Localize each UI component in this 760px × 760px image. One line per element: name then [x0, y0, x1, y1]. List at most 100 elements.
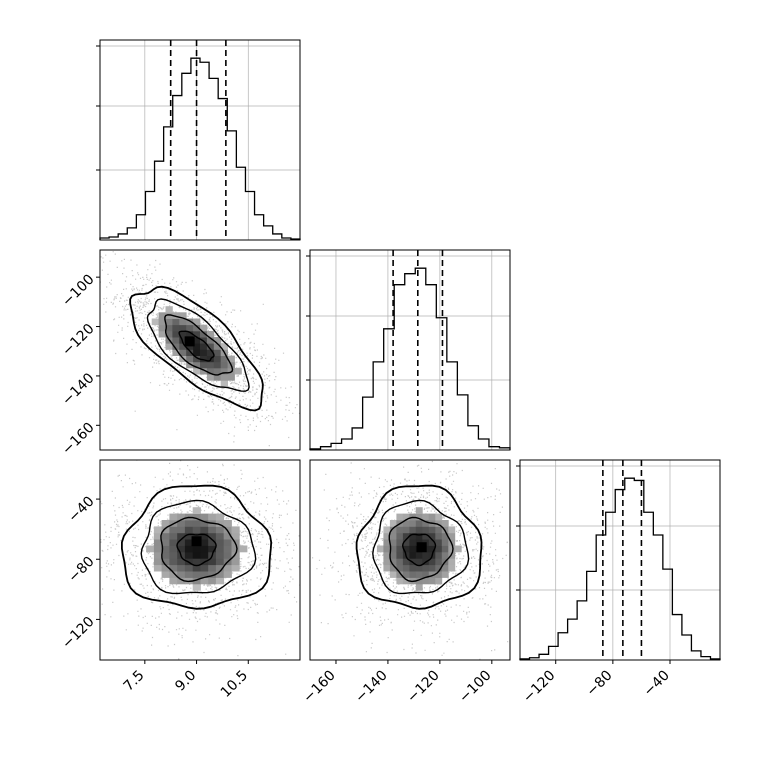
- density-bin: [422, 526, 430, 534]
- density-bin: [153, 532, 163, 540]
- density-bin: [223, 564, 232, 572]
- density-bin: [415, 583, 423, 591]
- contour-line: [372, 499, 470, 595]
- density-bin: [441, 520, 449, 527]
- density-bin: [208, 513, 217, 521]
- density-bin: [200, 330, 208, 338]
- histogram-panel-0: [96, 39, 301, 241]
- density-bin: [184, 539, 194, 546]
- density-bin: [415, 520, 423, 527]
- density-bin: [215, 545, 225, 553]
- density-bin: [215, 577, 225, 585]
- histogram-step: [309, 267, 511, 450]
- density-bin: [177, 526, 186, 534]
- density-bin: [193, 361, 201, 369]
- density-bin: [223, 571, 232, 578]
- density-bin: [441, 545, 449, 553]
- density-bin: [215, 571, 225, 578]
- density-bin: [389, 526, 397, 534]
- density-bin: [208, 571, 217, 578]
- density-bin: [200, 564, 209, 572]
- density-bin: [179, 330, 187, 338]
- density-bin: [172, 343, 180, 350]
- density-bin: [435, 571, 443, 578]
- x-tick-label: −40: [641, 668, 673, 700]
- density-bin: [213, 367, 222, 375]
- density-bin: [200, 361, 208, 369]
- density-bin: [415, 564, 423, 572]
- density-bin: [428, 532, 436, 540]
- density-bin: [220, 367, 228, 375]
- density-bin: [415, 577, 423, 585]
- density-bin: [448, 526, 456, 534]
- density-bin: [172, 337, 180, 344]
- density-bin: [454, 545, 462, 553]
- density-bin: [172, 324, 180, 332]
- density-bin: [215, 526, 225, 534]
- density-bin: [441, 532, 449, 540]
- panel-content: [310, 460, 510, 660]
- density-bin: [402, 545, 410, 553]
- density-bin: [409, 520, 417, 527]
- density-bin: [389, 532, 397, 540]
- density-bin: [223, 539, 232, 546]
- panel-content: [100, 251, 300, 447]
- density-bin: [165, 318, 173, 326]
- contour-line: [129, 285, 264, 412]
- y-tick-label: −80: [65, 554, 97, 586]
- density-bin: [448, 532, 456, 540]
- density-bin: [200, 367, 208, 375]
- density-bin: [184, 520, 194, 527]
- density-bin: [213, 355, 222, 363]
- correlation-panel-1-2: [309, 459, 511, 661]
- density-bin: [231, 558, 240, 566]
- density-bin: [428, 539, 436, 546]
- x-tick-label: 9.0: [172, 668, 199, 695]
- density-bin: [184, 526, 194, 534]
- density-bin: [192, 532, 201, 540]
- density-bin: [177, 539, 186, 546]
- density-bin: [213, 337, 222, 344]
- density-bin: [192, 577, 201, 585]
- density-bin: [435, 577, 443, 585]
- density-bin: [200, 545, 209, 553]
- density-bin: [165, 324, 173, 332]
- density-bin: [215, 551, 225, 559]
- density-bin: [428, 526, 436, 534]
- density-bin: [422, 571, 430, 578]
- density-bin: [146, 545, 155, 553]
- y-tick-label: −100: [59, 272, 98, 311]
- density-bin: [193, 367, 201, 375]
- density-bin: [200, 520, 209, 527]
- density-bin: [231, 551, 240, 559]
- density-bin: [213, 361, 222, 369]
- density-bin: [169, 526, 178, 534]
- density-bin: [186, 343, 194, 350]
- density-bin: [402, 526, 410, 534]
- x-tick-label: −140: [352, 668, 391, 707]
- density-bin: [396, 551, 404, 559]
- density-bin: [208, 532, 217, 540]
- density-bin: [200, 532, 209, 540]
- density-bin: [153, 526, 163, 534]
- density-bin: [200, 324, 208, 332]
- density-bin: [435, 520, 443, 527]
- density-bin: [435, 513, 443, 521]
- density-bin: [383, 545, 391, 553]
- density-bin: [213, 343, 222, 350]
- x-tick-label: 7.5: [121, 668, 148, 695]
- density-bin: [435, 526, 443, 534]
- correlation-panel-0-2: [99, 459, 301, 661]
- density-bin: [227, 355, 235, 363]
- density-bin: [192, 545, 201, 553]
- density-bin: [161, 551, 170, 559]
- density-bin: [192, 507, 201, 514]
- density-bin: [165, 343, 173, 350]
- density-bin: [383, 526, 391, 534]
- x-tick-label: −120: [520, 668, 559, 707]
- density-bin: [172, 349, 180, 356]
- density-bin: [177, 577, 186, 585]
- density-bin: [153, 551, 163, 559]
- density-bin: [215, 558, 225, 566]
- density-bin: [177, 545, 186, 553]
